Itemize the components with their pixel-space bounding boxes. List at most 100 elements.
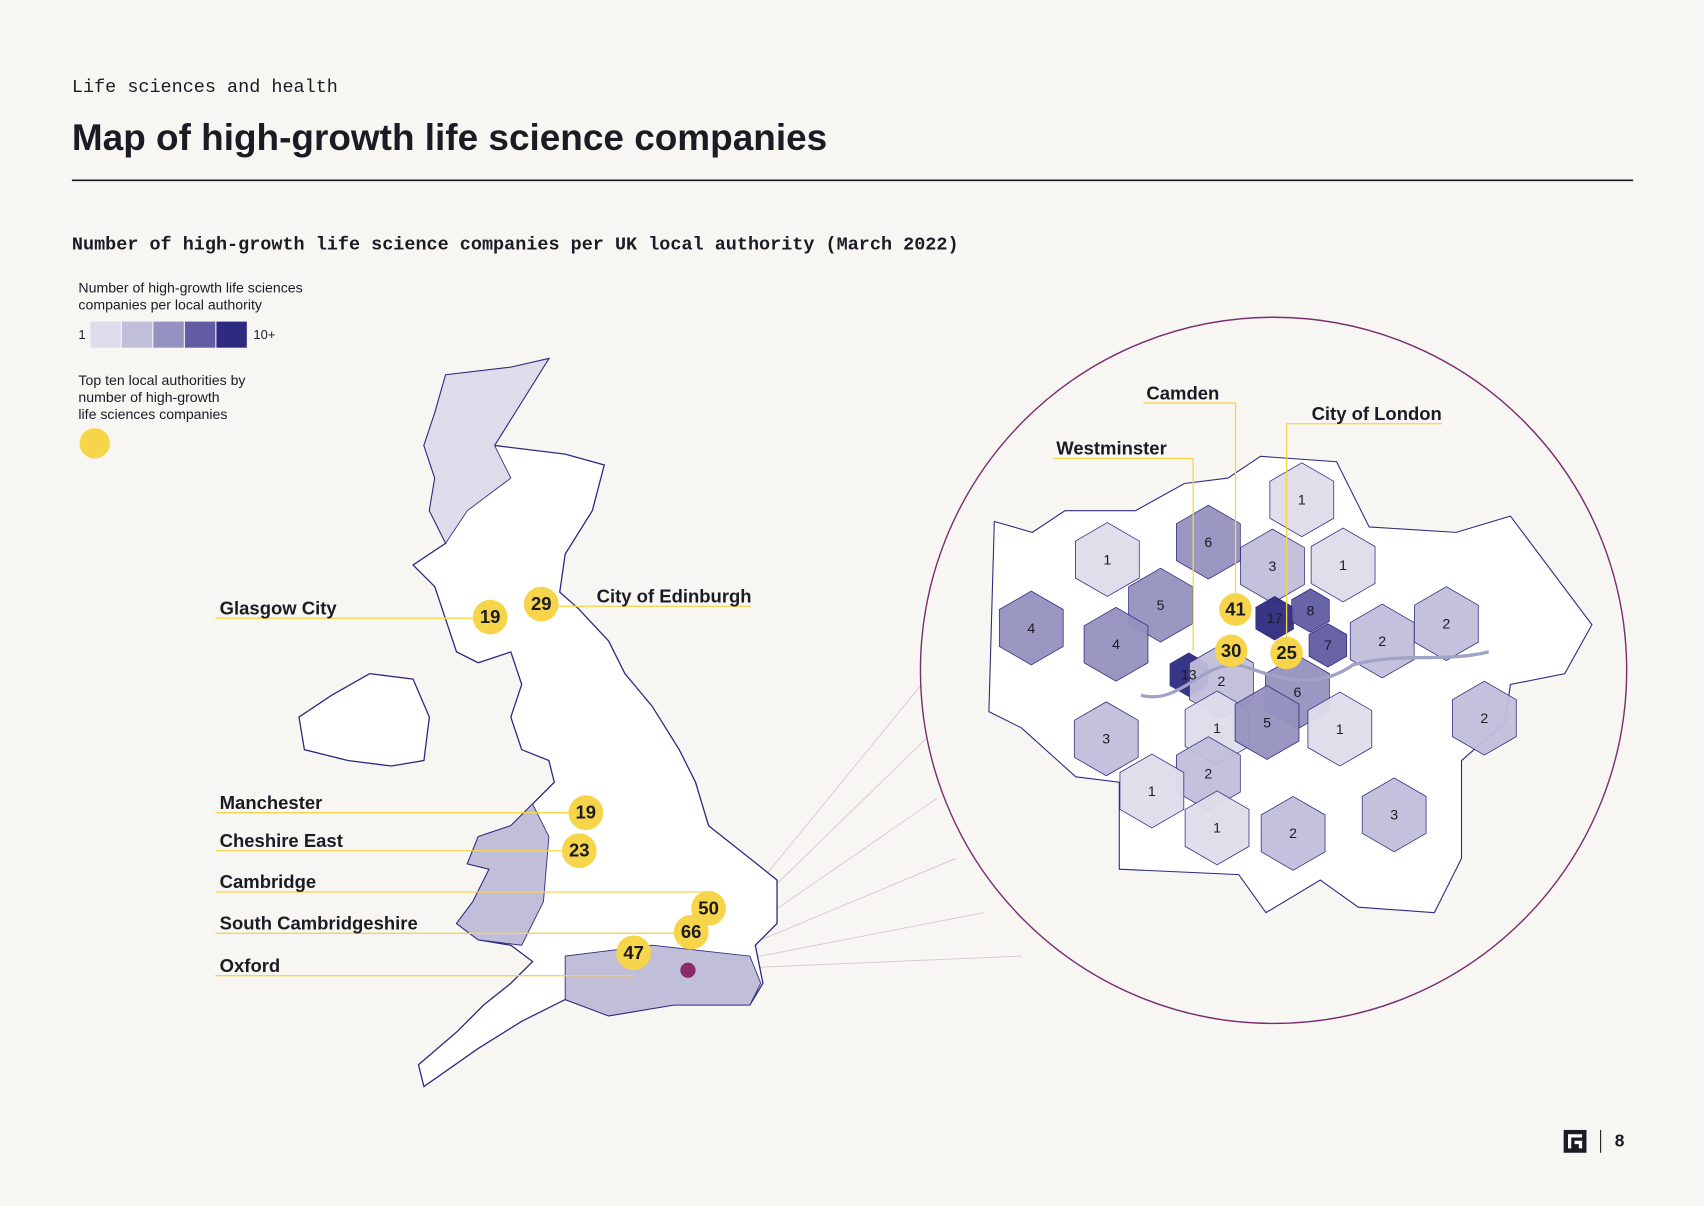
borough-value: 2 (1217, 673, 1225, 689)
borough-value: 1 (1103, 551, 1111, 567)
borough-value: 1 (1298, 492, 1306, 508)
callout-dot (1219, 593, 1252, 626)
legend-swatch (216, 321, 247, 348)
london-dot (680, 962, 696, 978)
borough (1413, 586, 1479, 662)
kicker: Life sciences and health (72, 77, 338, 98)
legend-dot (79, 428, 110, 459)
borough-value: 1 (1339, 557, 1347, 573)
borough (1119, 753, 1185, 829)
borough (1269, 462, 1335, 538)
borough (1307, 691, 1373, 767)
borough-value: 5 (1263, 714, 1271, 730)
borough (1361, 777, 1427, 853)
callout-label: City of Edinburgh (597, 585, 752, 606)
borough-value: 17 (1267, 610, 1283, 626)
callout-value: 25 (1276, 642, 1297, 663)
callout-value: 19 (576, 802, 597, 823)
callout-dot (1214, 634, 1248, 668)
callout-value: 30 (1221, 640, 1242, 661)
northern-ireland (298, 672, 431, 767)
borough-value: 5 (1157, 597, 1165, 613)
callout-line (1143, 402, 1237, 610)
logo-mark (1567, 1134, 1583, 1149)
callout-value: 29 (531, 593, 552, 614)
borough-value: 2 (1480, 710, 1488, 726)
borough (1176, 504, 1241, 580)
borough (1184, 790, 1250, 866)
callout-line (1285, 423, 1442, 653)
callout-value: 19 (480, 606, 501, 627)
callout-label: Oxford (220, 955, 281, 976)
south-shade (564, 944, 762, 1017)
borough-value: 2 (1204, 765, 1212, 781)
title: Map of high-growth life science companie… (72, 117, 827, 158)
borough-value: 3 (1390, 807, 1398, 823)
borough-value: 7 (1324, 637, 1332, 653)
scotland-shade (423, 357, 550, 545)
borough (1310, 527, 1376, 603)
page-number: 8 (1615, 1130, 1625, 1150)
callout-value: 50 (698, 897, 719, 918)
callout-dot (568, 795, 604, 831)
legend-title: companies per local authority (78, 297, 262, 313)
borough-value: 1 (1148, 783, 1156, 799)
borough-value: 2 (1289, 825, 1297, 841)
borough (1083, 606, 1149, 682)
callout-value: 23 (569, 840, 590, 861)
borough (1308, 623, 1348, 668)
callout-dot (673, 914, 709, 950)
legend-min: 1 (78, 327, 85, 342)
borough-value: 2 (1378, 633, 1386, 649)
callout-dot (616, 935, 651, 971)
callout-value: 66 (681, 921, 702, 942)
callout-label: Cheshire East (220, 830, 343, 851)
borough (1073, 701, 1139, 777)
legend-swatch (121, 321, 153, 348)
callout-label: City of London (1312, 403, 1442, 424)
callout-label: South Cambridgeshire (220, 912, 418, 933)
borough-value: 8 (1307, 602, 1315, 618)
borough-value: 4 (1112, 636, 1120, 652)
borough (1291, 588, 1330, 633)
legend-swatch (90, 321, 121, 348)
callout-line (1053, 457, 1194, 651)
callout-value: 47 (623, 942, 644, 963)
wales-shade (455, 803, 550, 946)
borough (1075, 522, 1140, 597)
thames (1140, 650, 1490, 699)
borough-value: 3 (1269, 558, 1277, 574)
legend-max: 10+ (253, 327, 275, 342)
legend-swatch (153, 321, 184, 348)
borough-value: 6 (1204, 534, 1212, 550)
borough (1452, 680, 1517, 756)
callout-dot (691, 890, 726, 926)
callout-dot (472, 599, 508, 635)
legend-top-ten: number of high-growth (78, 389, 219, 405)
legend-title: Number of high-growth life sciences (78, 280, 302, 296)
borough-value: 1 (1213, 720, 1221, 736)
subtitle: Number of high-growth life science compa… (72, 234, 959, 255)
borough-value: 3 (1102, 731, 1110, 747)
callout-dot (523, 586, 559, 622)
callout-dot (1270, 636, 1303, 670)
callout-dot (561, 833, 597, 869)
callout-label: Camden (1146, 382, 1219, 403)
legend-top-ten: life sciences companies (78, 406, 227, 422)
callout-label: Manchester (220, 792, 323, 813)
borough-value: 2 (1442, 615, 1450, 631)
callout-label: Cambridge (220, 871, 316, 892)
borough (1260, 795, 1326, 871)
borough-value: 1 (1213, 820, 1221, 836)
callout-label: Glasgow City (220, 597, 338, 618)
borough-value: 13 (1181, 667, 1197, 683)
borough (1234, 685, 1300, 760)
borough-value: 6 (1294, 684, 1302, 700)
borough-value: 1 (1336, 721, 1344, 737)
legend-top-ten: Top ten local authorities by (78, 372, 246, 388)
callout-value: 41 (1225, 598, 1246, 619)
borough-value: 4 (1027, 620, 1035, 636)
legend-swatch (184, 321, 216, 348)
